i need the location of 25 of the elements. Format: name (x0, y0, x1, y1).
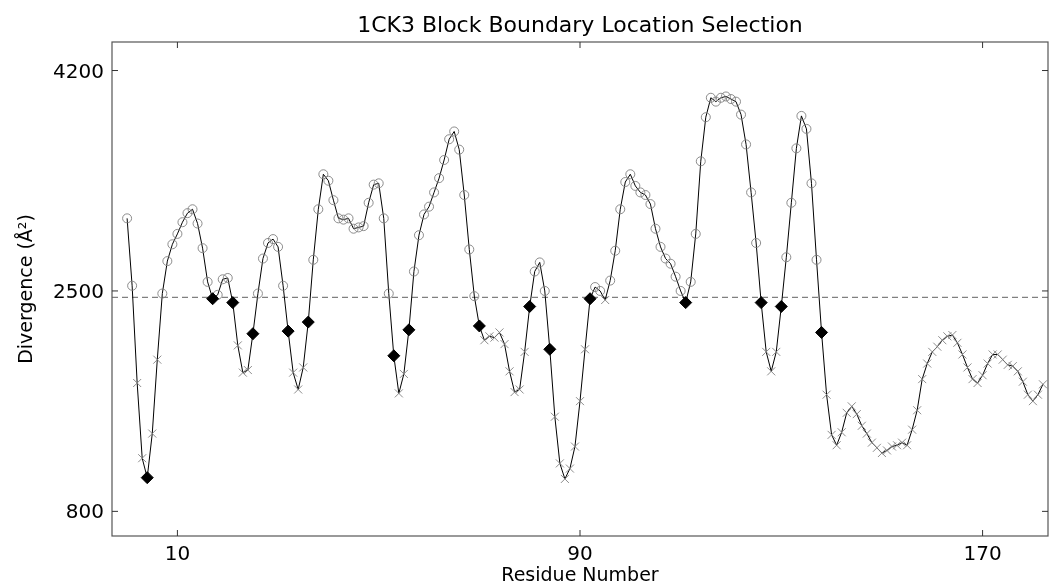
chart-title: 1CK3 Block Boundary Location Selection (357, 12, 803, 37)
point (774, 300, 788, 313)
point (472, 319, 486, 333)
x-tick-label: 10 (164, 541, 191, 565)
point (281, 324, 295, 338)
x-tick-label: 90 (567, 541, 593, 565)
point (402, 323, 416, 337)
point (140, 471, 154, 485)
y-tick-label: 4200 (53, 58, 104, 83)
point (301, 315, 315, 329)
point (387, 349, 401, 363)
point (543, 342, 557, 356)
point (815, 325, 829, 339)
point (679, 296, 693, 310)
point (754, 296, 768, 310)
x-tick-label: 170 (963, 541, 1002, 565)
point (246, 327, 260, 341)
x-axis-title: Residue Number (501, 563, 659, 585)
point (583, 292, 597, 306)
point (206, 292, 220, 306)
point (226, 296, 240, 310)
y-tick-label: 800 (65, 499, 104, 524)
y-tick-label: 2500 (53, 278, 104, 303)
point (523, 300, 537, 313)
y-axis-title: Divergence (Å²) (14, 214, 36, 364)
